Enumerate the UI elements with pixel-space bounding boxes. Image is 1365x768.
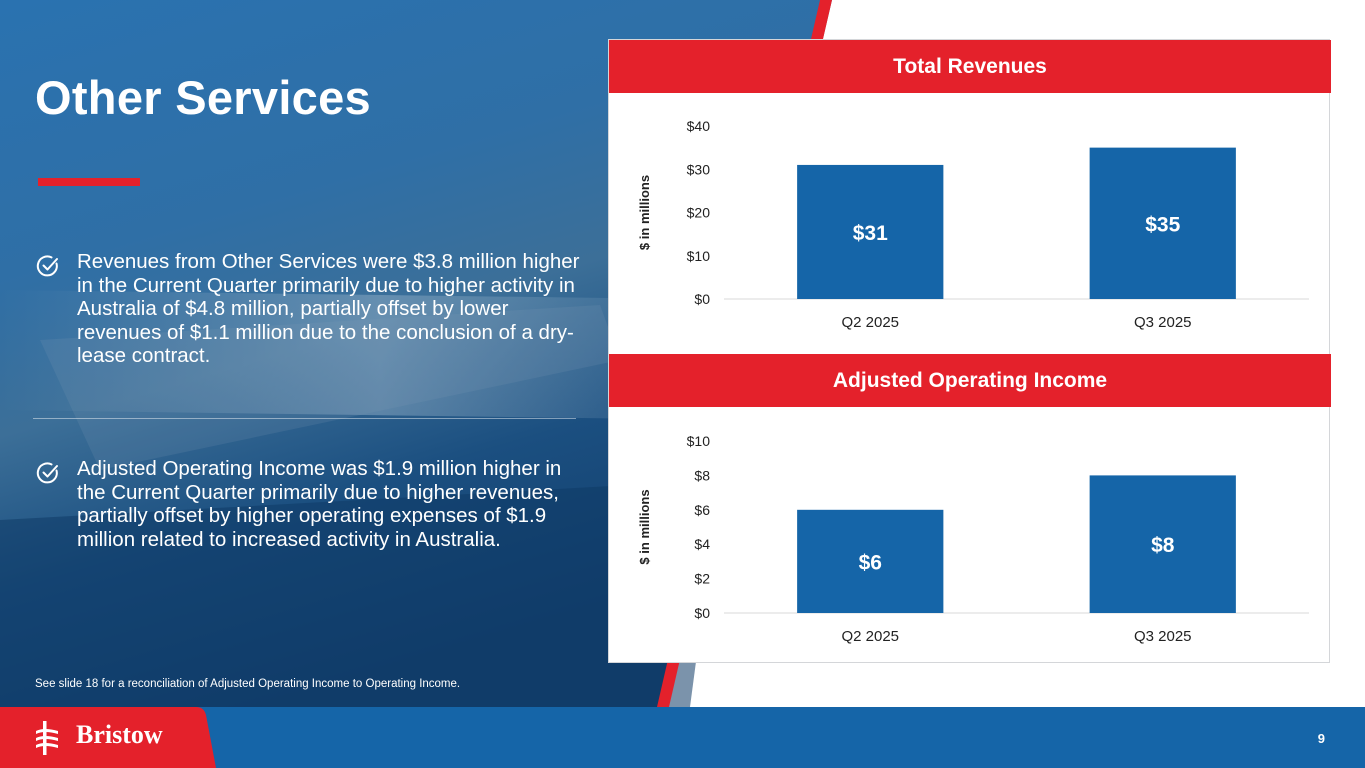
bar-q2-2025 — [797, 164, 944, 299]
y-tick-label: $20 — [687, 205, 711, 221]
title-accent-bar — [38, 178, 140, 186]
y-axis-label: $ in millions — [637, 489, 652, 564]
total-revenues-chart: $0 $10 $20 $30 $40 $ in millions $31 Q2 2025 $35… — [637, 118, 1309, 331]
bristow-logo-icon — [36, 721, 58, 755]
x-tick-label: Q3 2025 — [1134, 314, 1192, 331]
adjusted-operating-income-chart: $0 $2 $4 $6 $8 $10 $ in millions $6 Q2 2025 $8 Q3 … — [637, 433, 1309, 645]
bullet-operating-income: Adjusted Operating Income was $1.9 milli… — [36, 457, 581, 551]
y-tick-label: $10 — [687, 248, 711, 264]
data-label: $35 — [1145, 213, 1180, 236]
chart-title-adjusted-operating-income: Adjusted Operating Income — [609, 354, 1331, 407]
bar-q2-2025 — [797, 509, 944, 613]
bullet-revenues: Revenues from Other Services were $3.8 m… — [36, 250, 581, 368]
chart-title-total-revenues: Total Revenues — [609, 40, 1331, 93]
y-tick-label: $10 — [687, 433, 711, 449]
chart-panel: Total Revenues $0 $10 $20 $30 $40 $ in millio… — [608, 39, 1331, 663]
y-tick-label: $40 — [687, 118, 711, 134]
footer-bar — [0, 707, 1365, 768]
page-title: Other Services — [35, 71, 371, 124]
data-label: $6 — [859, 551, 882, 574]
y-tick-label: $0 — [694, 291, 710, 307]
y-tick-label: $30 — [687, 161, 711, 177]
y-tick-label: $4 — [694, 536, 710, 552]
y-tick-label: $0 — [694, 605, 710, 621]
y-tick-label: $6 — [694, 502, 710, 518]
bar-q3-2025 — [1089, 147, 1236, 299]
logo-wordmark: Bristow — [76, 720, 163, 749]
x-tick-label: Q3 2025 — [1134, 628, 1192, 645]
y-tick-label: $2 — [694, 571, 710, 587]
footnote: See slide 18 for a reconciliation of Adj… — [35, 678, 461, 690]
bullet-divider — [33, 418, 576, 419]
logo-tab — [0, 707, 216, 768]
check-circle-icon — [36, 462, 58, 484]
x-tick-label: Q2 2025 — [841, 628, 899, 645]
data-label: $31 — [853, 222, 888, 245]
y-axis-label: $ in millions — [637, 175, 652, 250]
page-number: 9 — [1317, 731, 1325, 746]
x-tick-label: Q2 2025 — [841, 314, 899, 331]
bullet-text: Adjusted Operating Income was $1.9 milli… — [77, 457, 562, 551]
bar-q3-2025 — [1089, 475, 1236, 613]
data-label: $8 — [1151, 534, 1175, 557]
y-tick-label: $8 — [694, 467, 710, 483]
check-circle-icon — [36, 255, 58, 277]
bullet-text: Revenues from Other Services were $3.8 m… — [77, 250, 580, 368]
